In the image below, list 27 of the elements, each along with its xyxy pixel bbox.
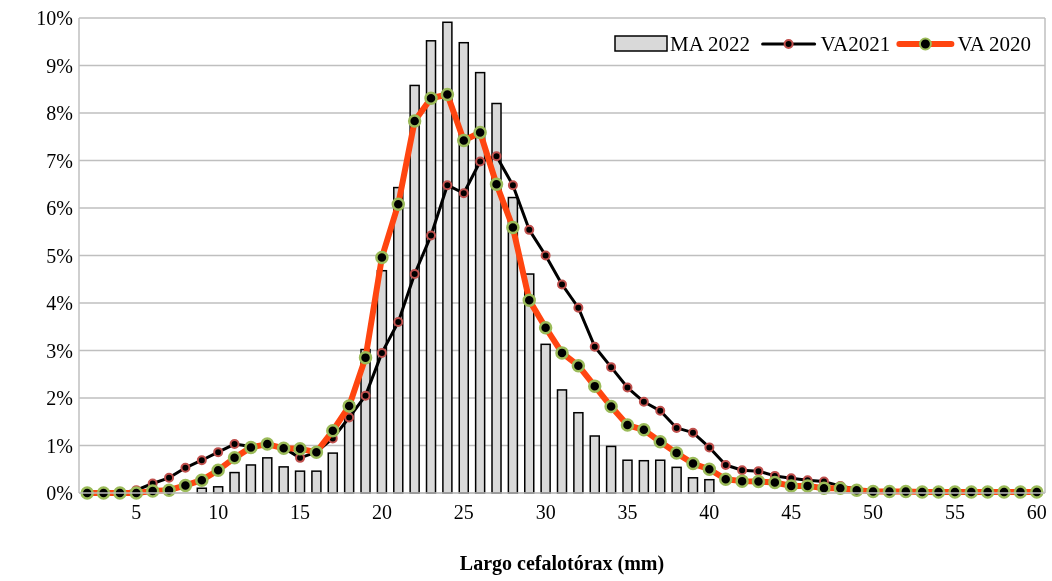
y-tick-label: 7% [46,149,73,172]
y-tick-label: 0% [46,482,73,504]
x-tick-label: 30 [535,501,556,523]
legend-label: MA 2022 [670,32,750,56]
x-tick-label: 40 [699,501,720,523]
y-tick-label: 9% [46,54,73,77]
x-tick-label: 55 [944,501,965,523]
x-axis-title: Largo cefalotórax (mm) [459,552,665,575]
y-tick-label: 3% [46,339,73,362]
x-tick-label: 60 [1026,501,1047,523]
x-tick-label: 20 [371,501,392,523]
legend-label: VA 2020 [957,32,1032,56]
x-tick-label: 50 [863,501,884,523]
x-tick-label: 35 [617,501,638,523]
x-tick-label: 15 [290,501,311,523]
x-tick-label: 5 [131,501,142,523]
y-tick-label: 6% [46,197,73,219]
x-tick-label: 10 [208,501,229,523]
x-tick-label: 25 [453,501,474,523]
x-tick-label: 45 [781,501,802,523]
y-tick-label: 10% [36,7,73,29]
y-tick-label: 1% [46,434,73,457]
y-tick-label: 2% [46,387,73,409]
legend-label: VA2021 [820,32,891,56]
y-tick-label: 8% [46,102,73,124]
y-tick-label: 5% [46,244,73,267]
y-tick-label: 4% [46,292,73,314]
